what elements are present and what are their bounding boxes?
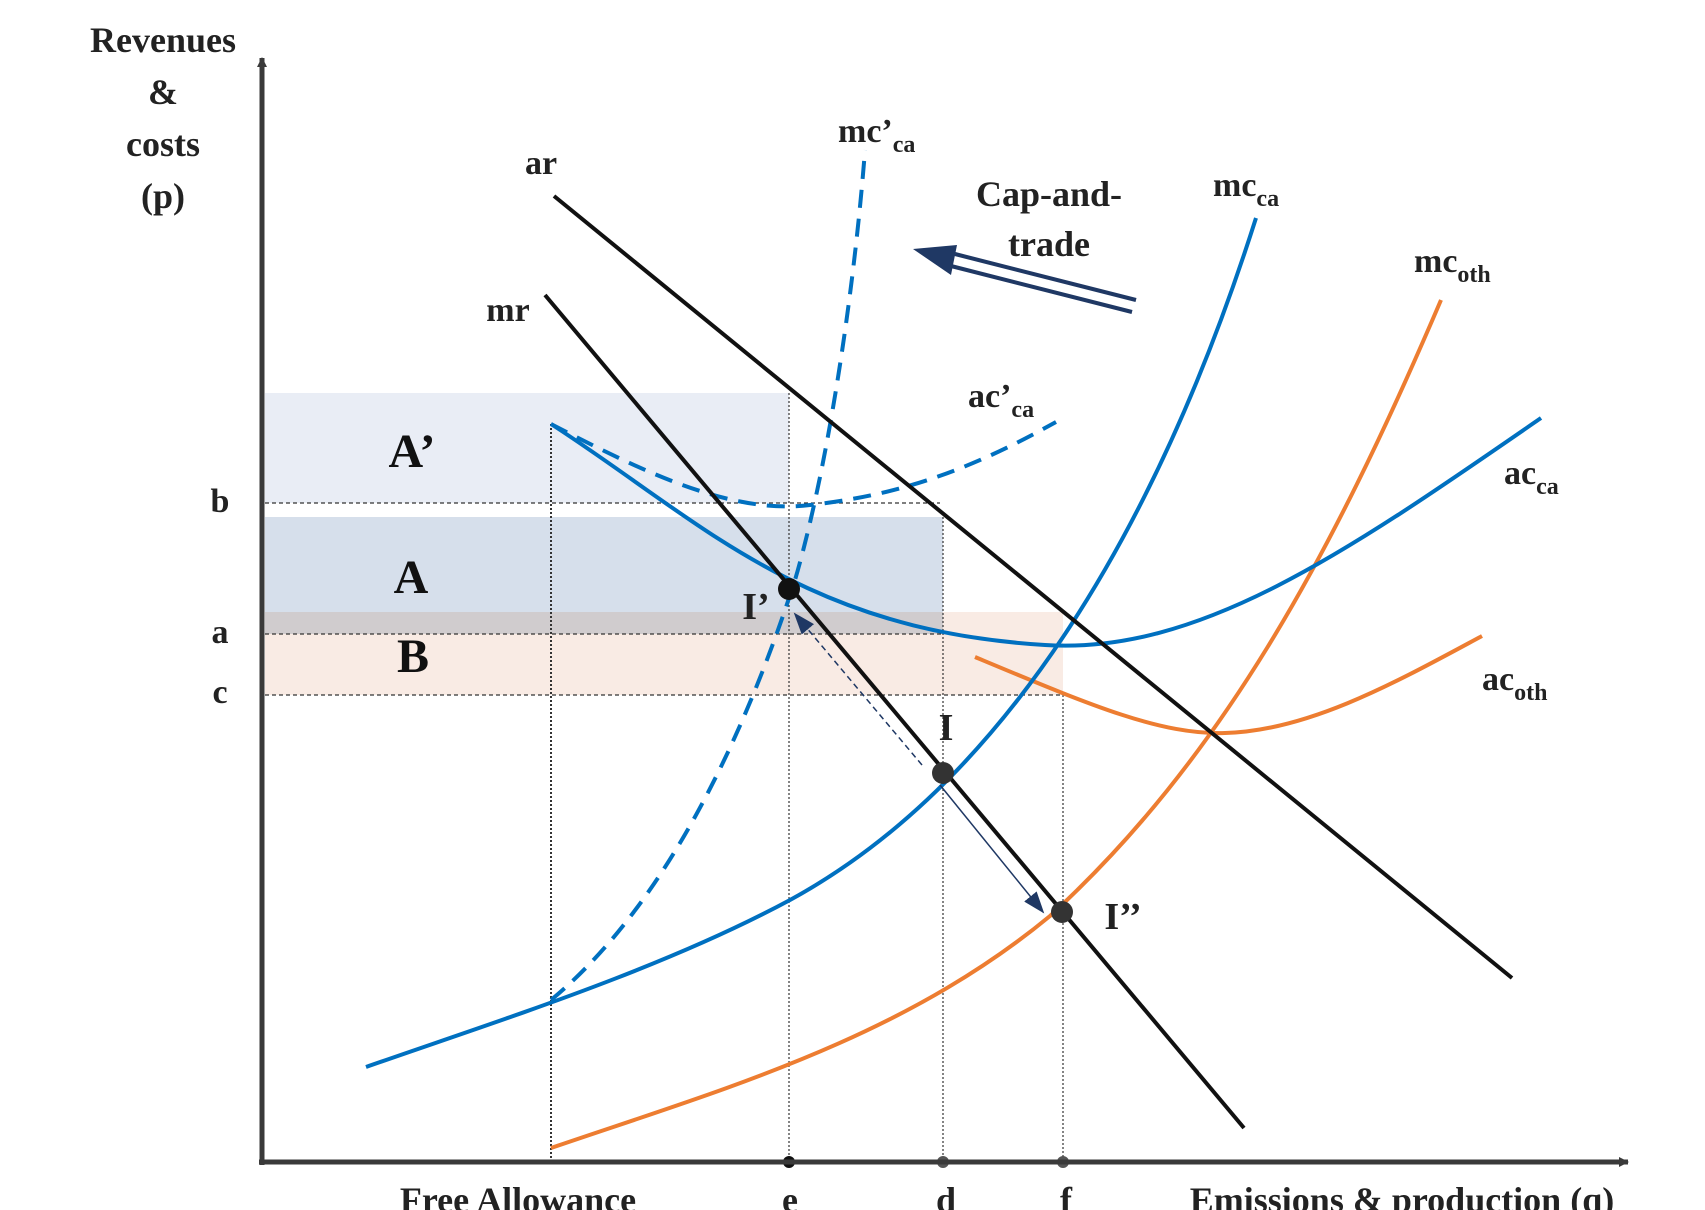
ac-oth-label: acoth: [1482, 661, 1547, 706]
region-b-shade-right: [943, 612, 1063, 634]
cap-and-trade-label-line-1: Cap-and-: [976, 174, 1122, 214]
ac-ca-curve: [549, 416, 1543, 648]
ac-ca-label: acca: [1504, 455, 1559, 500]
point-i-prime-marker: [778, 578, 800, 600]
mc-ca-curve: [365, 217, 1258, 1069]
region-label-b: B: [397, 630, 429, 683]
ac-ca-prime-label: ac’ca: [968, 378, 1034, 423]
y-tick-c: c: [212, 674, 227, 711]
movement-arrow-to-i-prime: [793, 612, 923, 766]
ar-line: [552, 194, 1514, 980]
x-tick-e: e: [782, 1180, 798, 1210]
mr-label: mr: [486, 292, 529, 329]
x-axis-label: Emissions & production (q): [1190, 1180, 1614, 1210]
y-tick-b: b: [211, 483, 230, 520]
ar-label: ar: [525, 145, 557, 182]
region-a-shade: [265, 517, 943, 612]
y-axis-label-line-4: (p): [141, 176, 185, 216]
point-i-double-prime-marker: [1051, 901, 1073, 923]
ac-ca-prime-curve: [550, 420, 1057, 509]
point-i-marker: [932, 762, 954, 784]
region-overlap-shade: [265, 612, 943, 634]
region-b-shade: [265, 634, 1063, 695]
mc-oth-curve: [550, 299, 1443, 1150]
point-i-prime-label: I’: [742, 586, 769, 628]
cap-and-trade-arrow: [913, 245, 1137, 314]
point-i-label: I: [939, 707, 954, 749]
point-i-double-prime-label: I’’: [1104, 896, 1141, 938]
mc-ca-prime-curve: [549, 149, 867, 1002]
cap-and-trade-label-line-2: trade: [1008, 224, 1090, 264]
y-axis-label-line-3: costs: [126, 124, 200, 164]
mc-ca-prime-label: mc’ca: [838, 113, 915, 158]
y-axis-label-line-2: &: [148, 72, 178, 112]
mc-oth-label: mcoth: [1414, 243, 1491, 288]
movement-arrow-to-i-double-prime: [939, 784, 1045, 914]
region-a-prime-shade: [265, 393, 789, 503]
x-tick-f: f: [1060, 1180, 1073, 1210]
region-label-a: A: [394, 551, 429, 604]
y-tick-a: a: [212, 614, 229, 651]
ac-oth-curve: [974, 634, 1483, 736]
x-tick-d: d: [936, 1180, 956, 1210]
mr-line: [543, 293, 1246, 1130]
guide-lines: [265, 393, 1064, 1162]
x-tick-free-allowance: Free Allowance: [400, 1180, 636, 1210]
mc-ca-label: mcca: [1213, 167, 1279, 212]
y-axis-label-line-1: Revenues: [90, 20, 236, 60]
region-label-a-prime: A’: [388, 425, 435, 478]
